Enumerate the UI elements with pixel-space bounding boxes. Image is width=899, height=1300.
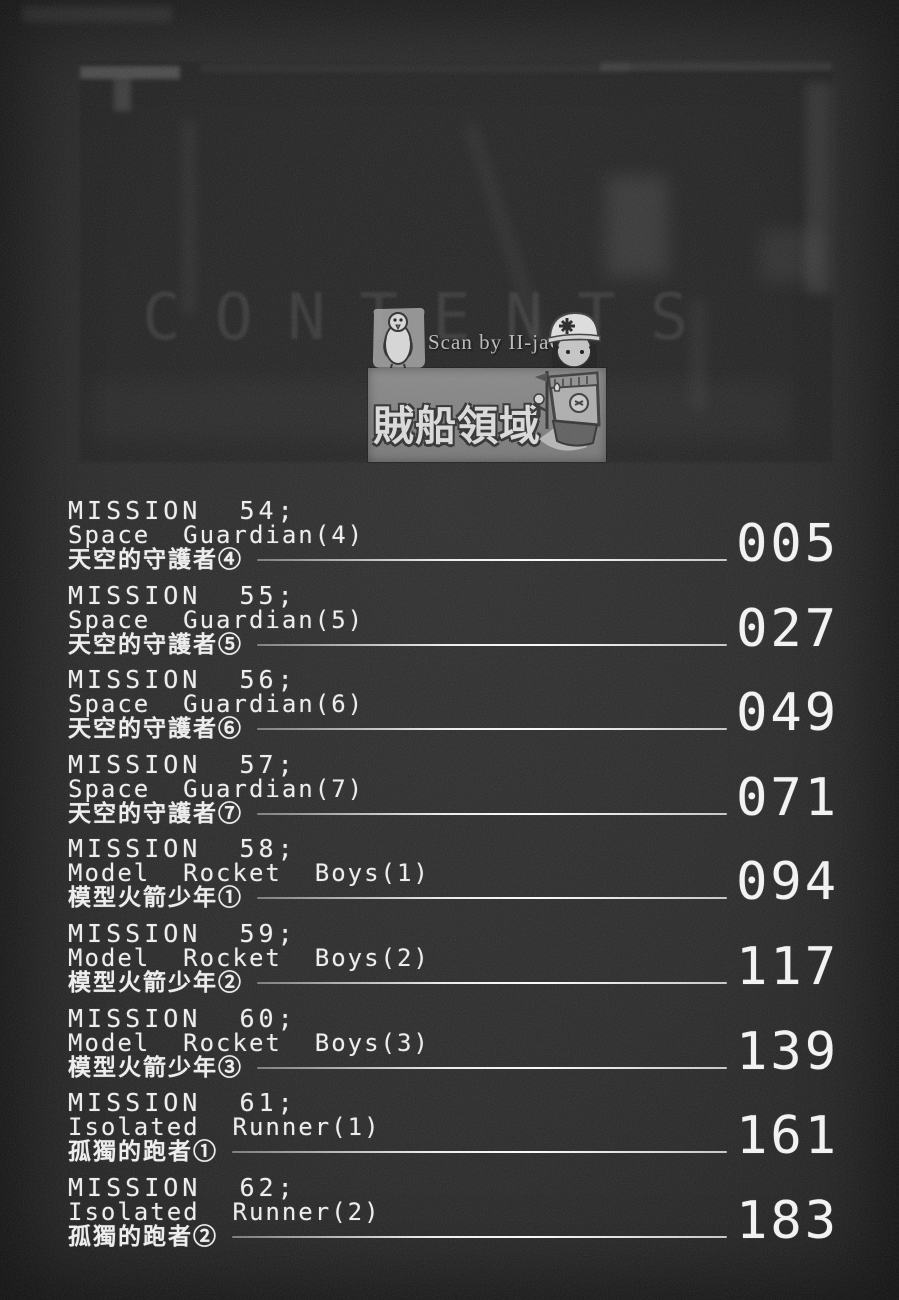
mission-title-cjk: 模型火箭少年③: [68, 1054, 243, 1081]
mission-title-cjk: 天空的守護者⑦: [68, 800, 243, 827]
mission-title-cjk: 孤獨的跑者②: [68, 1223, 218, 1250]
mission-title-cjk: 天空的守護者④: [68, 546, 243, 573]
leader-line: [257, 559, 727, 561]
leader-line: [232, 1236, 727, 1238]
toc-entry: MISSION 60; Model Rocket Boys(3) 模型火箭少年③…: [68, 1005, 839, 1080]
mission-title-en: Isolated Runner(1): [68, 1113, 381, 1141]
leader-line: [257, 897, 727, 899]
leader-line: [257, 728, 727, 730]
mission-title-en: Model Rocket Boys(2): [68, 944, 430, 972]
toc-entry: MISSION 56; Space Guardian(6) 天空的守護者⑥ 04…: [68, 666, 839, 741]
toc-entry: MISSION 54; Space Guardian(4) 天空的守護者④ 00…: [68, 497, 839, 572]
mission-title-cjk: 模型火箭少年②: [68, 969, 243, 996]
toc-entry: MISSION 61; Isolated Runner(1) 孤獨的跑者① 16…: [68, 1089, 839, 1164]
leader-line: [257, 644, 727, 646]
page-number: 049: [736, 683, 839, 743]
page-number: 161: [736, 1106, 839, 1166]
leader-line: [257, 982, 727, 984]
pirate-ship-icon: [530, 371, 601, 451]
page-number: 139: [736, 1022, 839, 1082]
toc-entry: MISSION 58; Model Rocket Boys(1) 模型火箭少年①…: [68, 835, 839, 910]
mission-title-en: Space Guardian(4): [68, 521, 365, 549]
ghost-streak: [22, 6, 172, 22]
toc-entry: MISSION 59; Model Rocket Boys(2) 模型火箭少年②…: [68, 920, 839, 995]
mission-title-en: Model Rocket Boys(1): [68, 859, 430, 887]
page-number: 094: [736, 852, 839, 912]
toc-entry: MISSION 55; Space Guardian(5) 天空的守護者⑤ 02…: [68, 582, 839, 657]
page-number: 117: [736, 937, 839, 997]
mission-title-en: Model Rocket Boys(3): [68, 1029, 430, 1057]
mission-title-cjk: 孤獨的跑者①: [68, 1138, 218, 1165]
leader-line: [257, 1067, 727, 1069]
mission-title-en: Space Guardian(6): [68, 690, 365, 718]
mission-title-en: Space Guardian(5): [68, 606, 365, 634]
page-number: 005: [736, 514, 839, 574]
mission-title-cjk: 模型火箭少年①: [68, 884, 243, 911]
toc-entry: MISSION 57; Space Guardian(7) 天空的守護者⑦ 07…: [68, 751, 839, 826]
leader-line: [257, 813, 727, 815]
mission-title-en: Isolated Runner(2): [68, 1198, 381, 1226]
toc-entry: MISSION 62; Isolated Runner(2) 孤獨的跑者② 18…: [68, 1174, 839, 1249]
mission-title-cjk: 天空的守護者⑤: [68, 631, 243, 658]
mission-title-cjk: 天空的守護者⑥: [68, 715, 243, 742]
leader-line: [232, 1151, 727, 1153]
page-number: 183: [736, 1191, 839, 1251]
scanlation-group-banner: 賊船領域: [368, 368, 606, 462]
page-number: 027: [736, 599, 839, 659]
page-number: 071: [736, 768, 839, 828]
mission-title-en: Space Guardian(7): [68, 775, 365, 803]
